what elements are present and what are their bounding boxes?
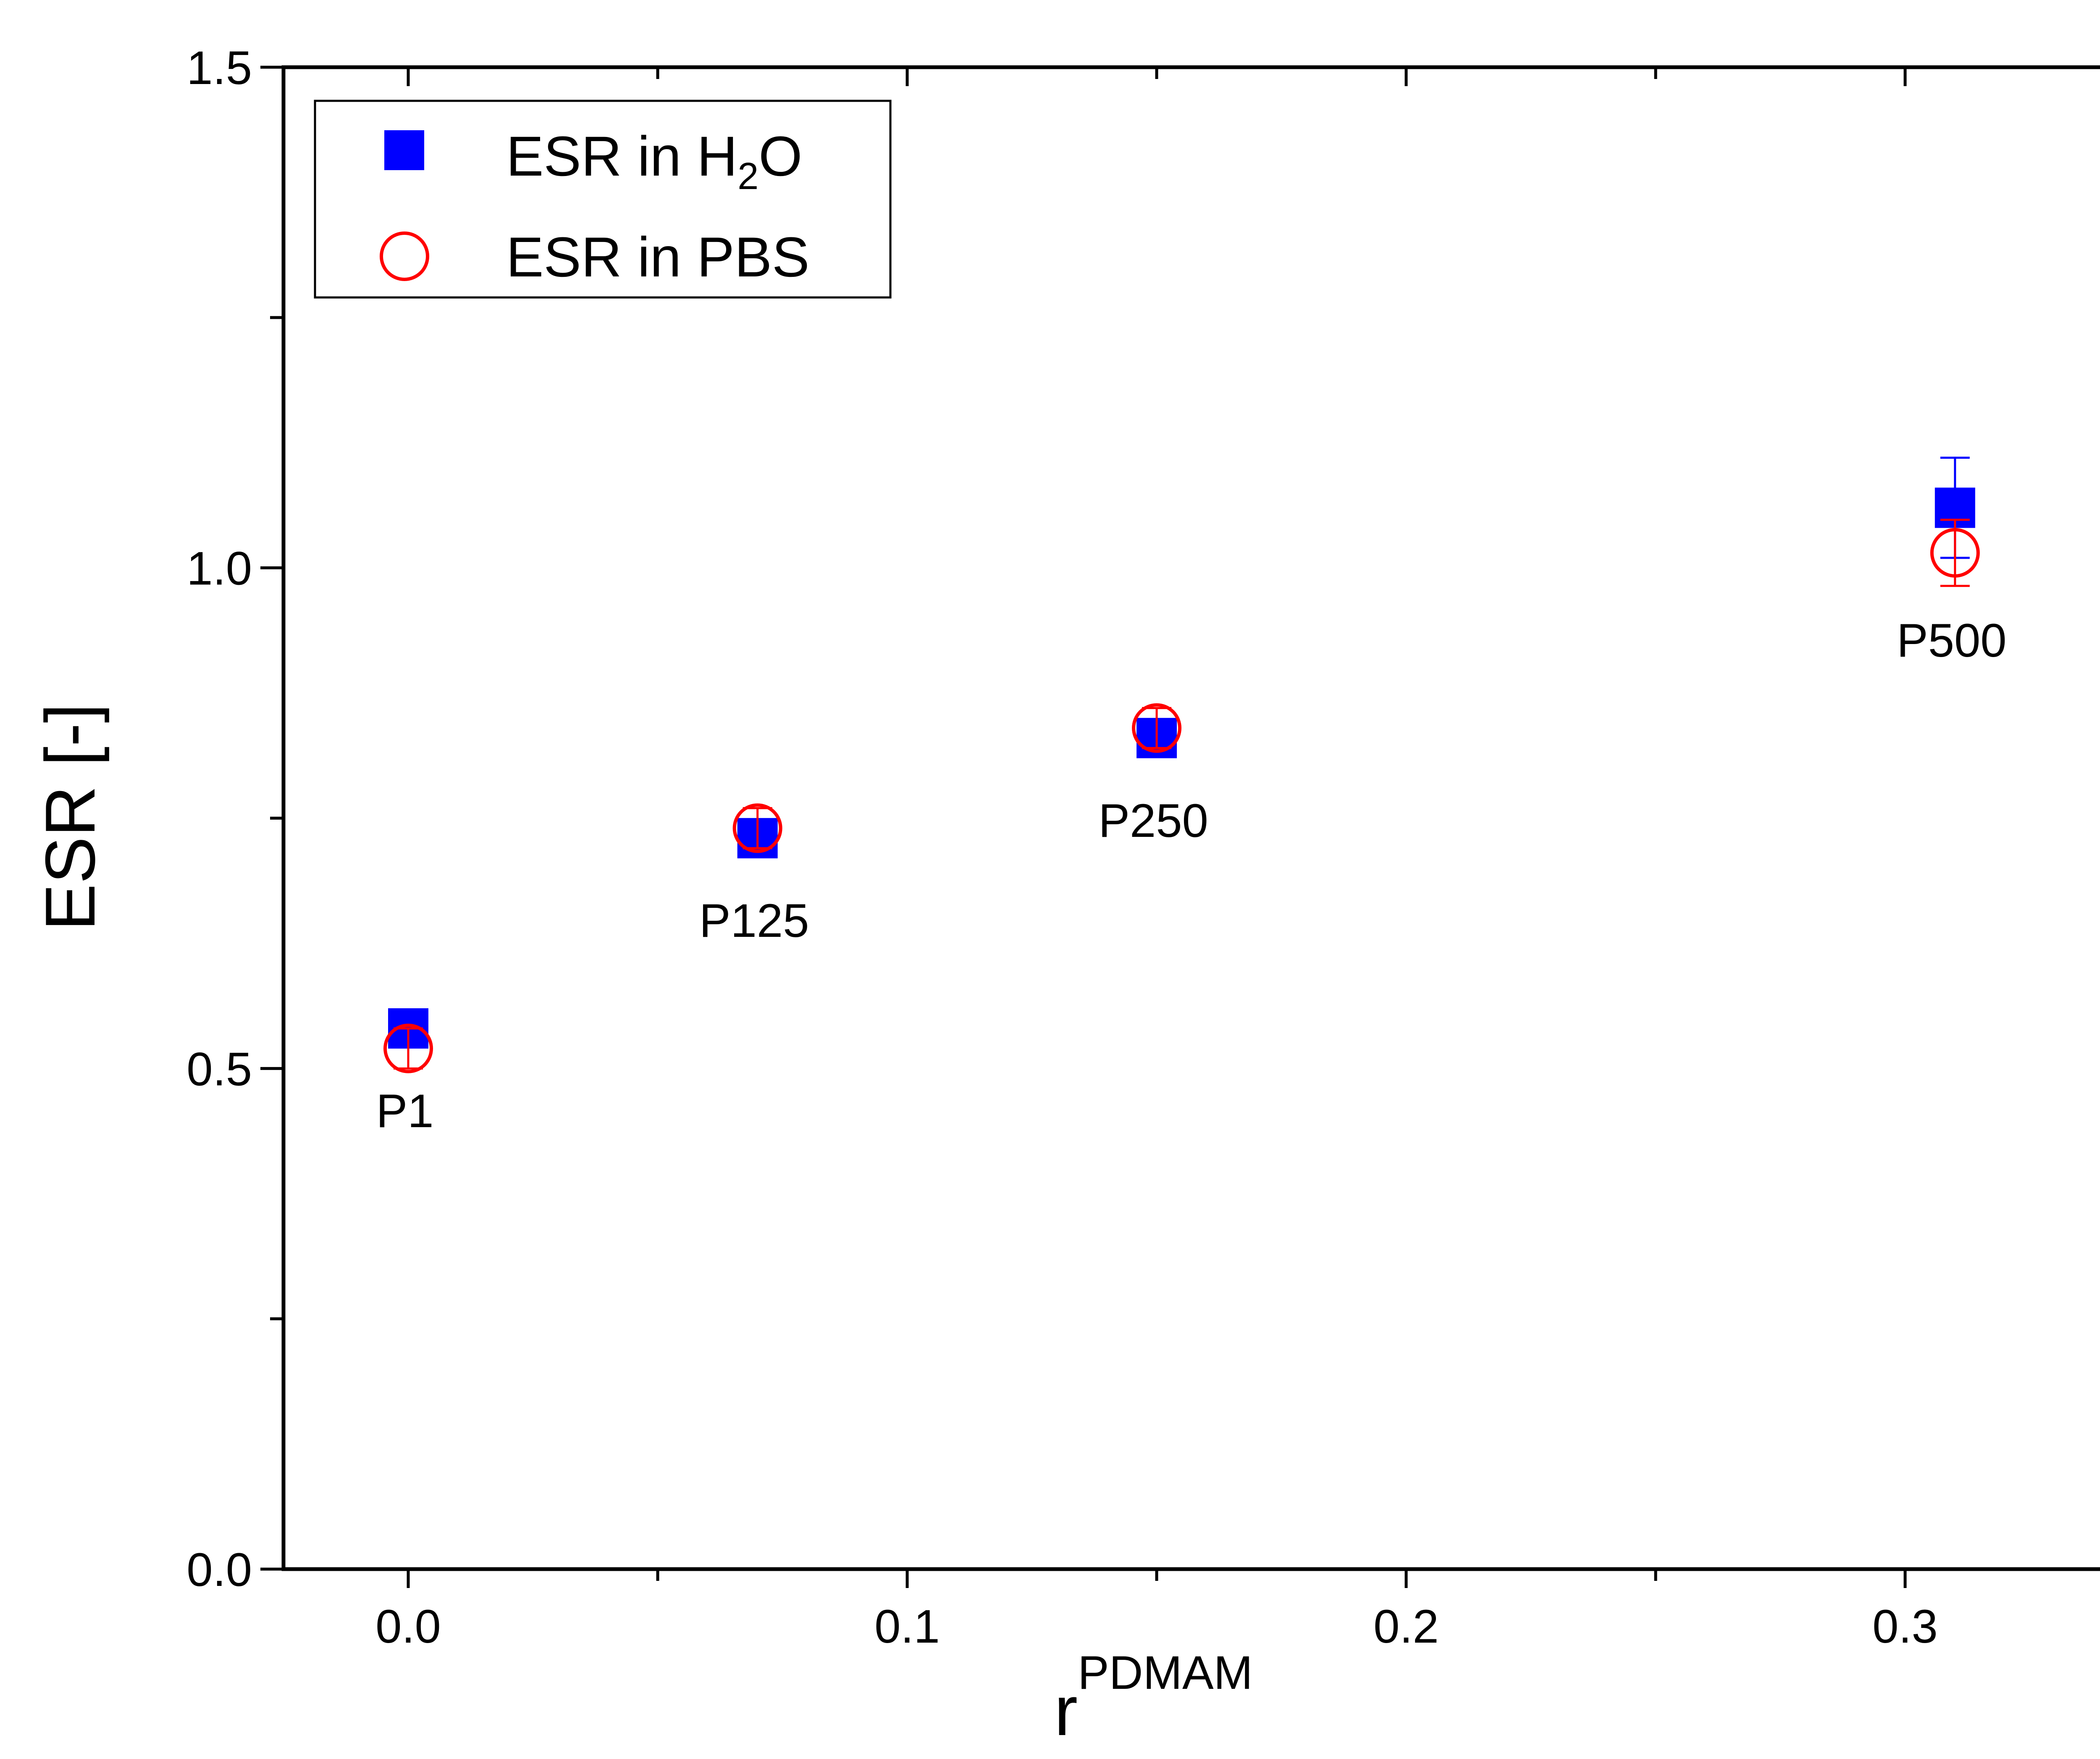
x-tick-label: 0.1 [874, 1600, 940, 1653]
point-label: P1 [376, 1085, 434, 1137]
legend-label-h2o: ESR in H2O [506, 125, 802, 197]
axis-tick-labels: 0.0 0.1 0.2 0.3 0.0 0.5 1.0 1.5 [186, 42, 1938, 1653]
legend-label-pbs: ESR in PBS [506, 226, 809, 289]
pbs-point [383, 1023, 433, 1073]
pbs-point [1930, 528, 1980, 578]
x-tick-label: 0.2 [1373, 1600, 1439, 1653]
point-labels: P1 P125 P250 P500 [376, 614, 2007, 1137]
y-tick-label: 1.0 [186, 542, 252, 595]
x-axis-title-main: r [1054, 1671, 1078, 1750]
point-label: P125 [699, 894, 809, 947]
y-tick-label: 0.5 [186, 1043, 252, 1095]
legend: ESR in H2O ESR in PBS [314, 100, 892, 299]
x-tick-label: 0.0 [375, 1600, 441, 1653]
pbs-point [732, 803, 782, 853]
legend-label-h2o-main: ESR in H [506, 125, 738, 188]
point-label: P500 [1897, 614, 2007, 667]
point-label: P250 [1098, 794, 1208, 847]
axis-ticks [260, 66, 1907, 1588]
x-axis-title-superscript: PDMAM [1078, 1646, 1253, 1699]
y-tick-label: 1.5 [186, 42, 252, 94]
data-marks [383, 457, 1980, 1073]
y-axis-title: ESR [-] [31, 703, 110, 931]
legend-marker-pbs [380, 231, 429, 281]
pbs-point [1132, 703, 1181, 753]
legend-label-h2o-tail: O [759, 125, 802, 188]
legend-label-h2o-subscript: 2 [738, 155, 759, 197]
x-axis-title: rPDMAM [1054, 1646, 1253, 1750]
x-tick-label: 0.3 [1872, 1600, 1938, 1653]
plot-frame [281, 65, 2100, 1571]
y-tick-label: 0.0 [186, 1543, 252, 1596]
legend-marker-h2o [384, 130, 424, 170]
